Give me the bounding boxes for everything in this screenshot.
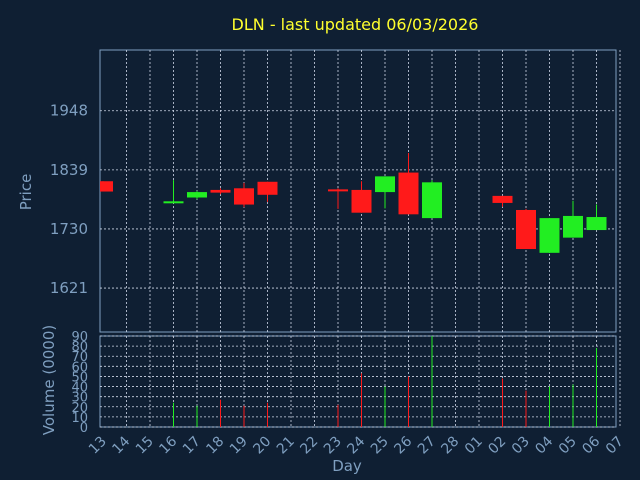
x-tick-label: 15 — [133, 434, 157, 458]
price-panel: 1948 1839 1730 1621 — [50, 49, 621, 333]
candle-body — [586, 217, 607, 231]
x-tick-label: 21 — [274, 434, 298, 458]
price-tick-label: 1730 — [50, 220, 88, 238]
day-axis-label: Day — [332, 457, 362, 475]
volume-tick-label: 80 — [71, 340, 88, 355]
x-tick-label: 03 — [509, 434, 533, 458]
x-tick-label: 20 — [250, 434, 274, 458]
volume-tick-label: 20 — [71, 401, 88, 416]
candle-body — [492, 195, 513, 203]
candle-body — [100, 181, 113, 192]
x-axis: 13 14 15 16 17 18 19 20 21 22 23 24 25 26 27 28 01 02 03 04… — [86, 433, 627, 457]
x-tick-label: 02 — [485, 434, 509, 458]
x-tick-label: 18 — [203, 434, 227, 458]
price-tick-label: 1621 — [50, 279, 88, 297]
x-tick-label: 19 — [227, 434, 251, 458]
volume-tick-label: 90 — [71, 330, 88, 345]
candle-body — [328, 189, 348, 192]
volume-tick-label: 10 — [71, 411, 88, 426]
x-tick-label: 01 — [462, 434, 486, 458]
candle-body — [422, 182, 442, 219]
x-tick-label: 22 — [297, 434, 321, 458]
x-tick-label: 07 — [603, 434, 627, 458]
volume-axis-label: Volume (0000) — [40, 325, 58, 435]
x-tick-label: 23 — [321, 434, 345, 458]
x-tick-label: 28 — [438, 434, 462, 458]
candle-body — [398, 172, 419, 215]
volume-tick-label: 50 — [71, 370, 88, 385]
candle-body — [163, 201, 184, 204]
volume-tick-label: 70 — [71, 350, 88, 365]
x-tick-label: 25 — [368, 434, 392, 458]
candle-body — [257, 181, 278, 195]
x-tick-label: 14 — [109, 433, 133, 457]
volume-tick-label: 0 — [80, 421, 88, 436]
price-tick-label: 1948 — [50, 102, 88, 120]
candle-body — [563, 215, 583, 238]
volume-tick-label: 30 — [71, 391, 88, 406]
price-tick-label: 1839 — [50, 161, 88, 179]
price-axis-label: Price — [17, 174, 35, 211]
x-tick-label: 13 — [86, 434, 110, 458]
candle-body — [234, 188, 254, 205]
x-tick-label: 27 — [415, 434, 439, 458]
x-tick-label: 17 — [180, 434, 204, 458]
x-tick-label: 16 — [156, 433, 180, 457]
volume-tick-label: 60 — [71, 360, 88, 375]
x-tick-label: 24 — [344, 433, 368, 457]
x-tick-label: 26 — [391, 433, 415, 457]
candle-body — [375, 176, 395, 193]
candle-body — [351, 189, 372, 213]
candle-body — [539, 218, 560, 253]
x-tick-label: 05 — [556, 434, 580, 458]
volume-tick-label: 40 — [71, 381, 88, 396]
chart-title: DLN - last updated 06/03/2026 — [232, 15, 479, 34]
candle-body — [187, 192, 207, 198]
x-tick-label: 06 — [579, 433, 603, 457]
x-tick-label: 04 — [532, 433, 556, 457]
volume-panel-frame — [99, 335, 617, 428]
candle-body — [516, 209, 536, 250]
candle-body — [210, 189, 231, 193]
